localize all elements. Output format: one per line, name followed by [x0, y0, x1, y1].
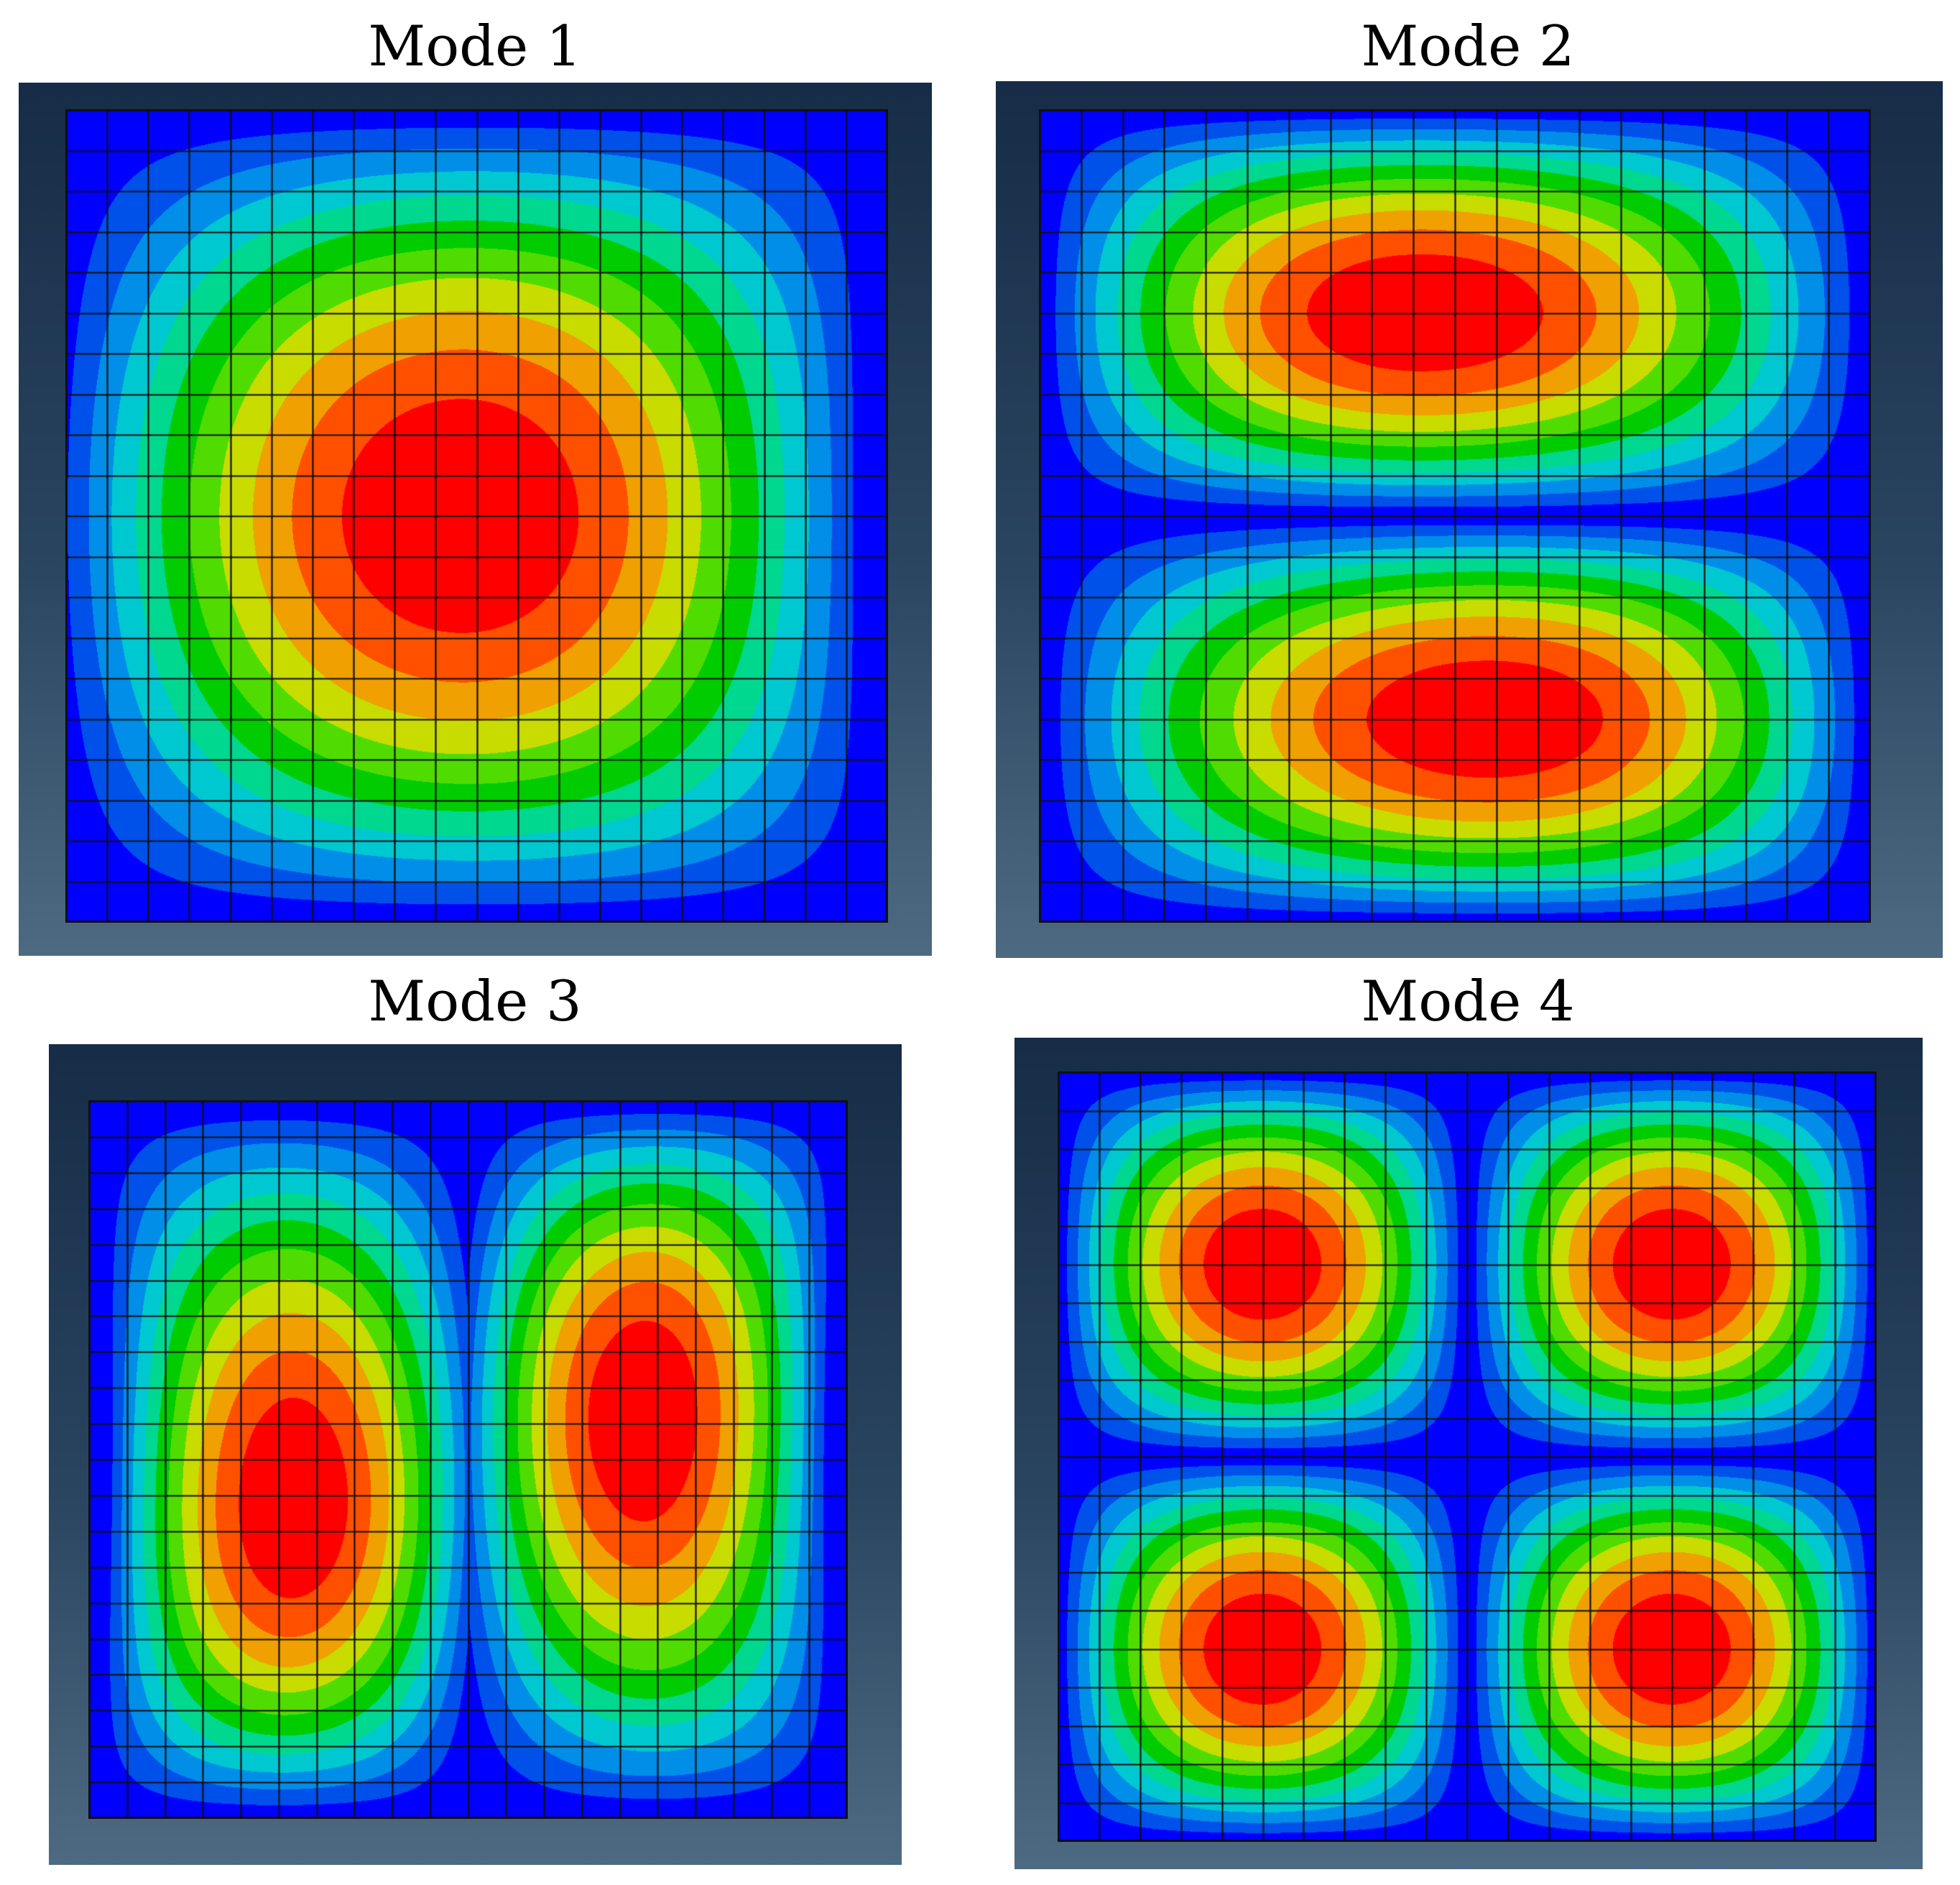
mode-3-contour-plot	[88, 1100, 848, 1819]
mode-2-panel	[996, 81, 1943, 958]
mode-1-title: Mode 1	[368, 14, 582, 79]
mode-1-panel	[19, 83, 932, 956]
mode-3-title: Mode 3	[368, 969, 582, 1034]
mode-2-contour-plot	[1039, 109, 1871, 923]
mode-1-contour-plot	[65, 109, 888, 923]
mode-4-title: Mode 4	[1361, 969, 1575, 1034]
mode-2-title: Mode 2	[1361, 14, 1575, 79]
mode-3-panel	[49, 1044, 902, 1865]
mode-4-contour-plot	[1058, 1071, 1877, 1842]
mode-4-panel	[1014, 1038, 1923, 1869]
